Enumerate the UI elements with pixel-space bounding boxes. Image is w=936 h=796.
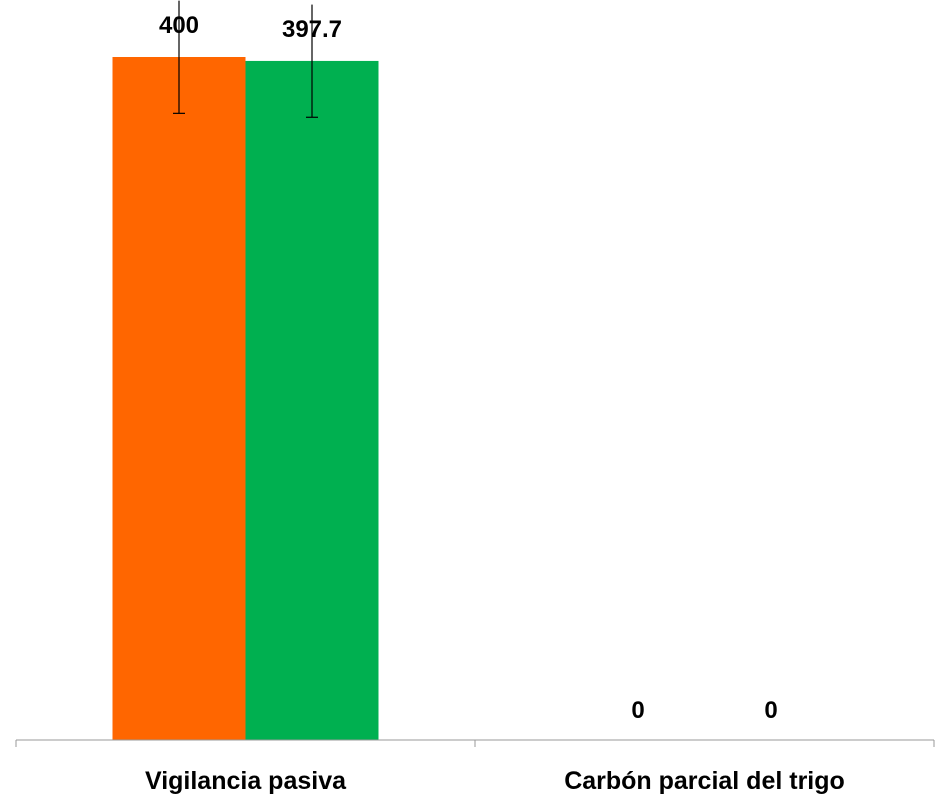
bars-group [112, 57, 379, 741]
labels-group: 400 397.7 Vigilancia pasiva 0 0 Carbón parcia… [145, 12, 845, 795]
value-label-1-2: 0 [631, 697, 644, 724]
category-label-2: Carbón parcial del trigo [564, 767, 845, 795]
bar-2-1 [245, 60, 379, 741]
value-label-1-1: 400 [159, 12, 199, 39]
value-label-2-2: 0 [764, 697, 777, 724]
bar-1-1 [112, 57, 246, 740]
category-label-1: Vigilancia pasiva [145, 767, 347, 795]
value-label-2-1: 397.7 [282, 16, 342, 43]
x-axis [15, 739, 935, 747]
error-bars-group [173, 0, 318, 118]
